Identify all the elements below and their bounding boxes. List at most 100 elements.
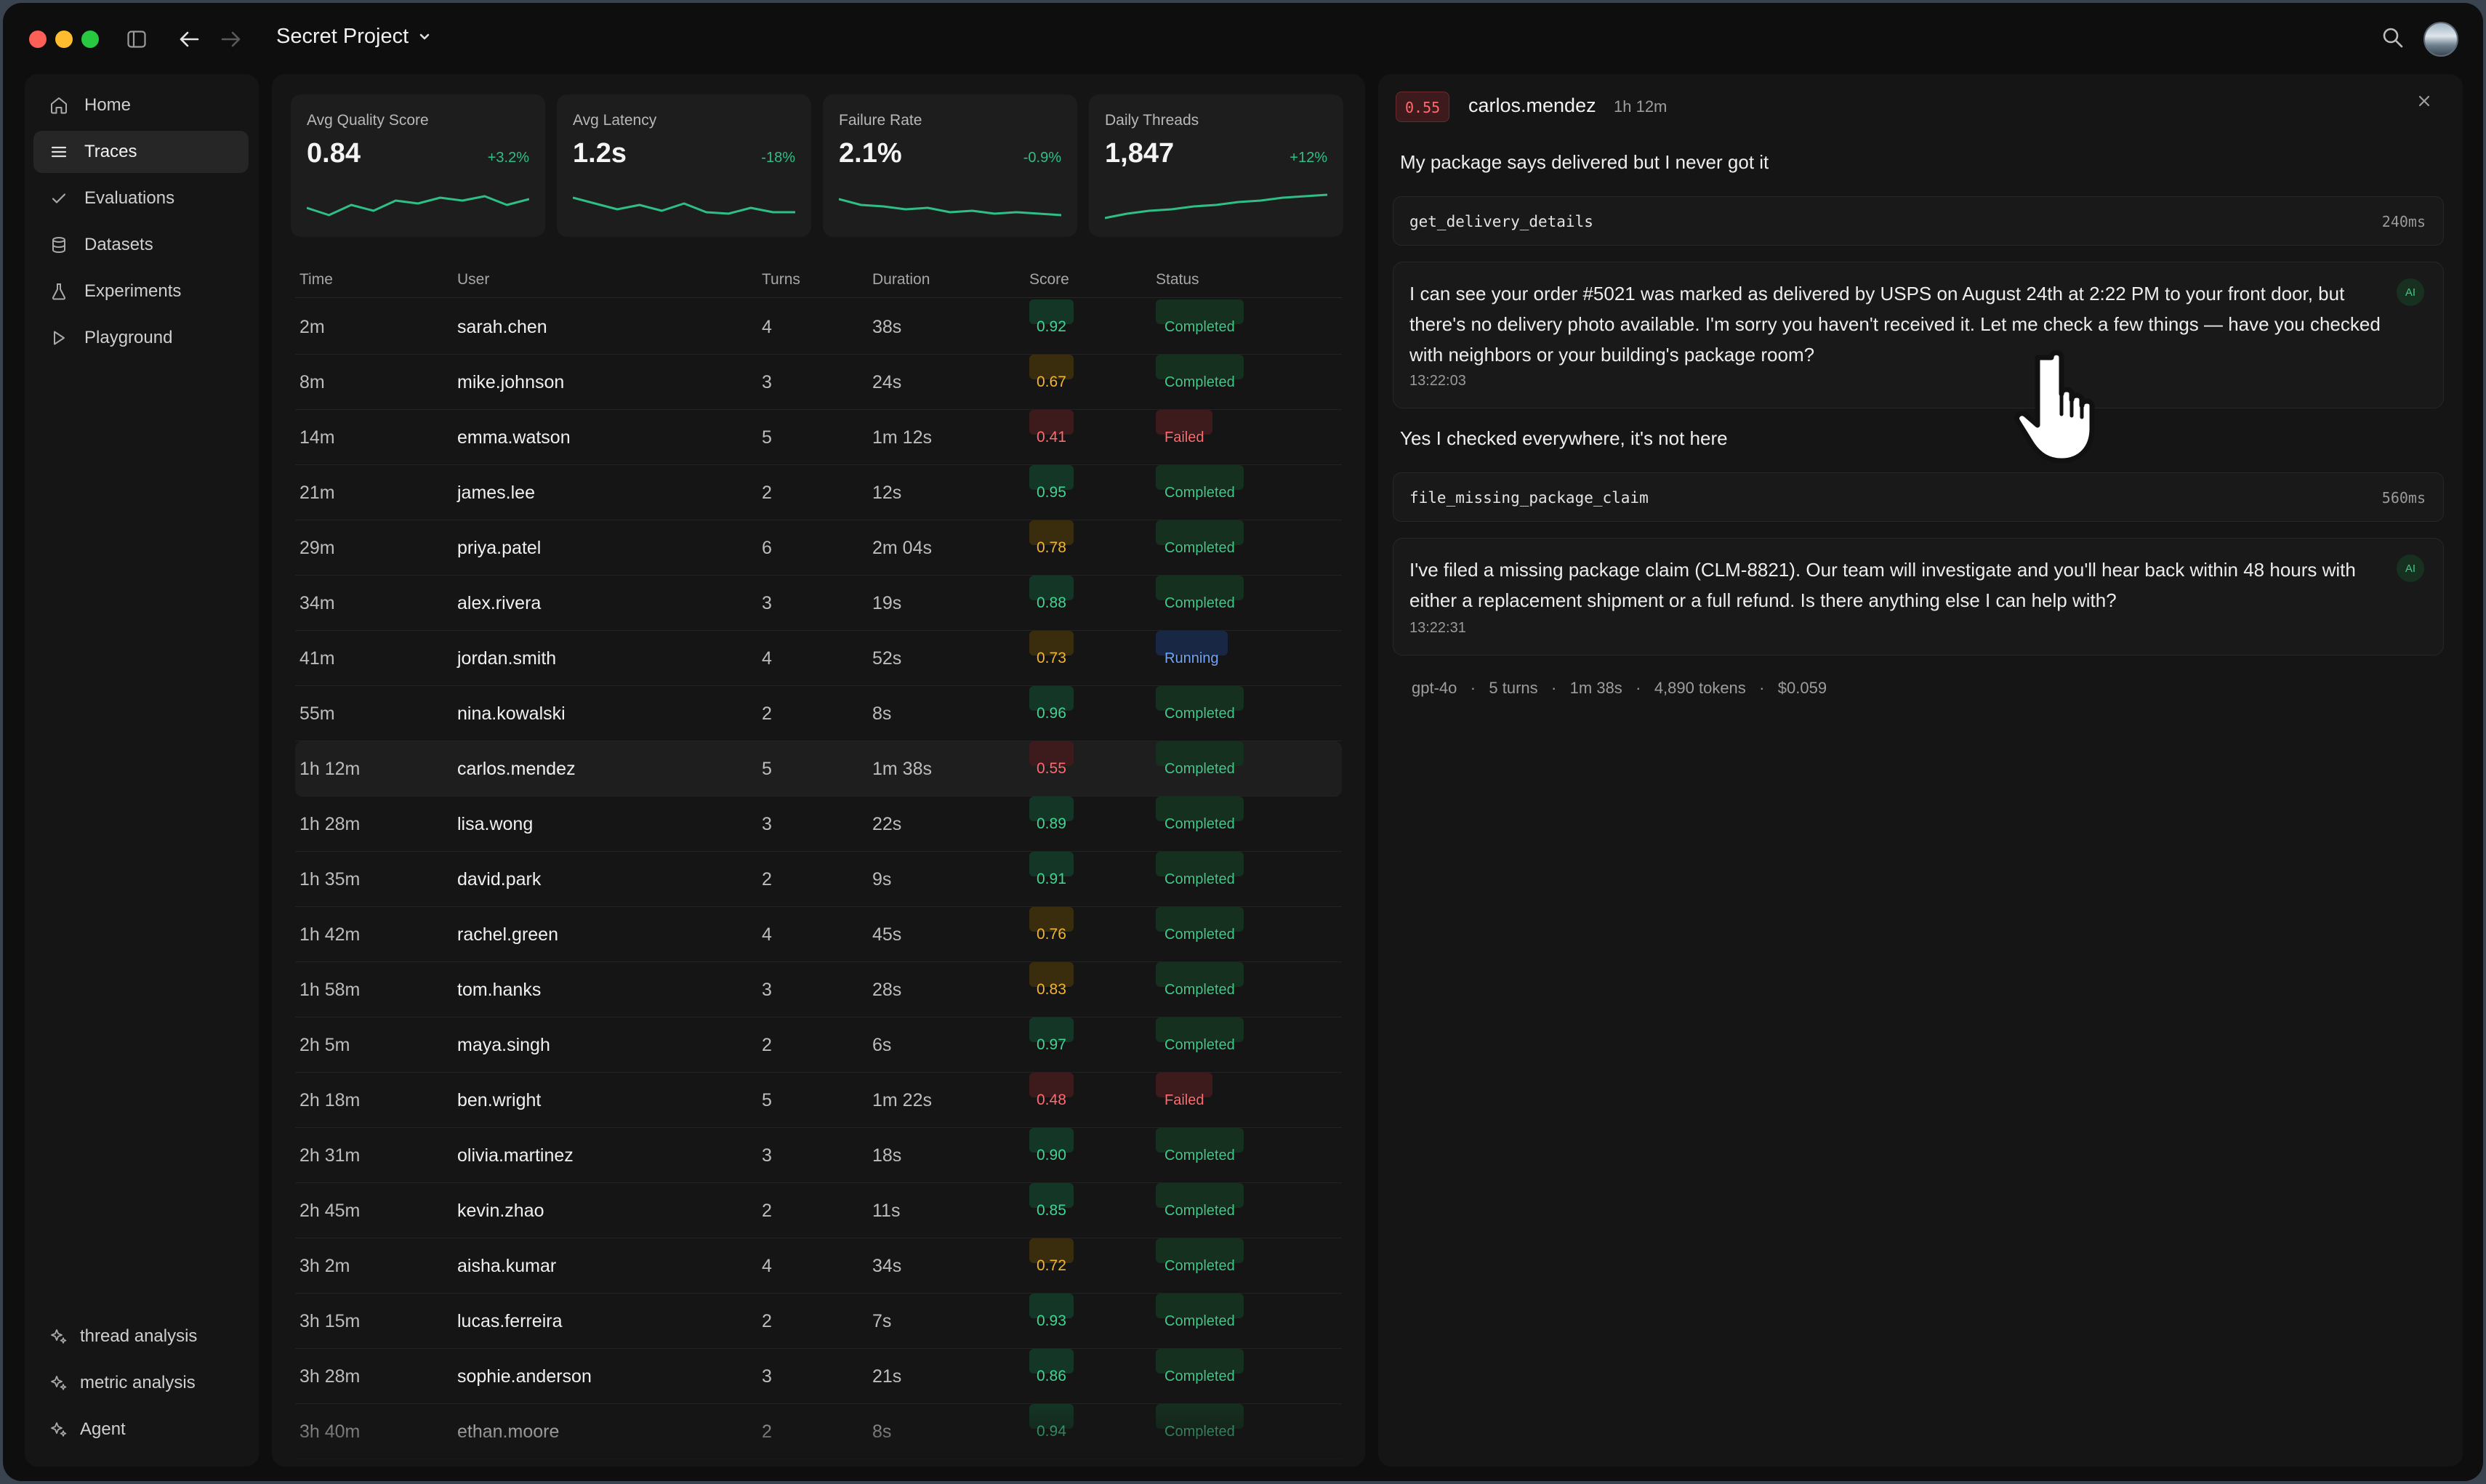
cell-user: mike.johnson	[457, 372, 565, 392]
sidebar: Home Traces Evaluations Datasets Experim…	[25, 74, 259, 1467]
metric-change: -0.9%	[1023, 150, 1061, 166]
metric-change: +12%	[1290, 150, 1327, 166]
status-badge: Completed	[1156, 299, 1244, 335]
table-row[interactable]: 1h 28m lisa.wong 3 22s 0.89 Completed	[295, 797, 1342, 852]
sparkline-path	[839, 198, 1061, 217]
cell-duration: 1m 22s	[872, 1090, 932, 1110]
table-row[interactable]: 14m emma.watson 5 1m 12s 0.41 Failed	[295, 410, 1342, 465]
score-badge: 0.72	[1029, 1238, 1074, 1274]
back-arrow-icon[interactable]	[176, 26, 202, 52]
metric-card-quality[interactable]: Avg Quality Score 0.84 +3.2%	[291, 94, 545, 237]
forward-arrow-icon[interactable]	[218, 26, 244, 52]
column-header-status[interactable]: Status	[1156, 271, 1199, 288]
hand-pointer-cursor	[2014, 350, 2095, 464]
metric-card-latency[interactable]: Avg Latency 1.2s -18%	[557, 94, 811, 237]
detail-user: carlos.mendez	[1468, 94, 1596, 116]
sidebar-item-agent[interactable]: Agent	[33, 1408, 249, 1451]
check-icon	[52, 193, 66, 203]
cell-duration: 18s	[872, 1145, 902, 1166]
table-row[interactable]: 2h 18m ben.wright 5 1m 22s 0.48 Failed	[295, 1073, 1342, 1128]
column-header-duration[interactable]: Duration	[872, 271, 930, 288]
minimize-window-button[interactable]	[55, 31, 73, 48]
table-row[interactable]: 34m alex.rivera 3 19s 0.88 Completed	[295, 576, 1342, 631]
maximize-window-button[interactable]	[81, 31, 99, 48]
table-row[interactable]: 2m sarah.chen 4 38s 0.92 Completed	[295, 299, 1342, 355]
cell-turns: 3	[762, 814, 772, 834]
cell-turns: 6	[762, 538, 772, 558]
metric-label: Daily Threads	[1105, 112, 1199, 129]
database-icon	[52, 237, 65, 254]
score-badge: 0.41	[1029, 410, 1074, 445]
cell-turns: 3	[762, 1366, 772, 1387]
cell-turns: 3	[762, 1145, 772, 1166]
sidebar-item-playground[interactable]: Playground	[33, 317, 249, 359]
status-badge: Completed	[1156, 1128, 1244, 1164]
table-row[interactable]: 3h 28m sophie.anderson 3 21s 0.86 Completed	[295, 1349, 1342, 1404]
title-bar: Secret Project	[3, 3, 2483, 73]
sparkle-icon	[51, 1376, 67, 1390]
metric-card-daily-threads[interactable]: Daily Threads 1,847 +12%	[1089, 94, 1343, 237]
sparkle-icon	[51, 1422, 67, 1437]
table-row[interactable]: 8m mike.johnson 3 24s 0.67 Completed	[295, 355, 1342, 410]
sidebar-item-datasets[interactable]: Datasets	[33, 224, 249, 266]
score-badge: 0.76	[1029, 907, 1074, 943]
table-row[interactable]: 3h 15m lucas.ferreira 2 7s 0.93 Completed	[295, 1294, 1342, 1349]
cell-duration: 12s	[872, 483, 902, 503]
metric-card-failure-rate[interactable]: Failure Rate 2.1% -0.9%	[823, 94, 1077, 237]
tool-name: file_missing_package_claim	[1409, 489, 1649, 507]
sidebar-item-evaluations[interactable]: Evaluations	[33, 177, 249, 219]
column-header-user[interactable]: User	[457, 271, 490, 288]
table-row[interactable]: 41m jordan.smith 4 52s 0.73 Running	[295, 631, 1342, 686]
cell-duration: 19s	[872, 593, 902, 613]
table-row[interactable]: 1h 58m tom.hanks 3 28s 0.83 Completed	[295, 962, 1342, 1017]
sidebar-item-traces[interactable]: Traces	[33, 131, 249, 173]
cell-user: ben.wright	[457, 1090, 542, 1110]
cell-time: 1h 35m	[299, 869, 361, 890]
table-row[interactable]: 1h 35m david.park 2 9s 0.91 Completed	[295, 852, 1342, 907]
sidebar-item-experiments[interactable]: Experiments	[33, 270, 249, 312]
column-header-turns[interactable]: Turns	[762, 271, 800, 288]
table-row[interactable]: 29m priya.patel 6 2m 04s 0.78 Completed	[295, 520, 1342, 576]
sidebar-item-thread-analysis[interactable]: thread analysis	[33, 1315, 249, 1358]
table-row[interactable]: 1h 42m rachel.green 4 45s 0.76 Completed	[295, 907, 1342, 962]
cell-user: nina.kowalski	[457, 703, 566, 724]
table-row[interactable]: 2h 31m olivia.martinez 3 18s 0.90 Completed	[295, 1128, 1342, 1183]
project-switcher[interactable]: Secret Project	[276, 25, 430, 49]
table-row[interactable]: 21m james.lee 2 12s 0.95 Completed	[295, 465, 1342, 520]
cell-duration: 21s	[872, 1366, 902, 1387]
avatar[interactable]	[2423, 22, 2458, 57]
table-row[interactable]: 3h 2m aisha.kumar 4 34s 0.72 Completed	[295, 1238, 1342, 1294]
column-header-score[interactable]: Score	[1029, 271, 1069, 288]
cell-time: 1h 28m	[299, 814, 361, 834]
cell-time: 1h 12m	[299, 759, 361, 779]
sidebar-item-metric-analysis[interactable]: metric analysis	[33, 1362, 249, 1404]
cell-turns: 4	[762, 924, 772, 945]
table-row[interactable]: 1h 12m carlos.mendez 5 1m 38s 0.55 Completed	[295, 741, 1342, 797]
cell-turns: 3	[762, 980, 772, 1000]
table-row[interactable]: 2h 45m kevin.zhao 2 11s 0.85 Completed	[295, 1183, 1342, 1238]
cell-turns: 2	[762, 1035, 772, 1055]
metric-value: 1.2s	[573, 138, 627, 169]
cell-time: 8m	[299, 372, 325, 392]
status-badge: Completed	[1156, 1349, 1244, 1384]
close-window-button[interactable]	[29, 31, 47, 48]
sidebar-item-home[interactable]: Home	[33, 84, 249, 126]
cell-user: alex.rivera	[457, 593, 542, 613]
tool-call[interactable]: get_delivery_details 240ms	[1393, 196, 2444, 246]
sidebar-item-label: Datasets	[84, 235, 153, 254]
sidebar-toggle-icon[interactable]	[124, 26, 150, 52]
metric-value: 1,847	[1105, 138, 1175, 169]
cell-time: 1h 42m	[299, 924, 361, 945]
cell-user: david.park	[457, 869, 542, 890]
cell-turns: 5	[762, 427, 772, 448]
close-icon[interactable]	[2416, 93, 2432, 113]
user-message: Yes I checked everywhere, it's not here	[1400, 427, 1728, 449]
cell-time: 2h 5m	[299, 1035, 350, 1055]
score-badge: 0.85	[1029, 1183, 1074, 1219]
column-header-time[interactable]: Time	[299, 271, 333, 288]
tool-call[interactable]: file_missing_package_claim 560ms	[1393, 472, 2444, 522]
table-row[interactable]: 2h 5m maya.singh 2 6s 0.97 Completed	[295, 1017, 1342, 1073]
meta-turns: 5 turns	[1489, 679, 1538, 697]
table-row[interactable]: 55m nina.kowalski 2 8s 0.96 Completed	[295, 686, 1342, 741]
search-icon[interactable]	[2378, 23, 2407, 52]
